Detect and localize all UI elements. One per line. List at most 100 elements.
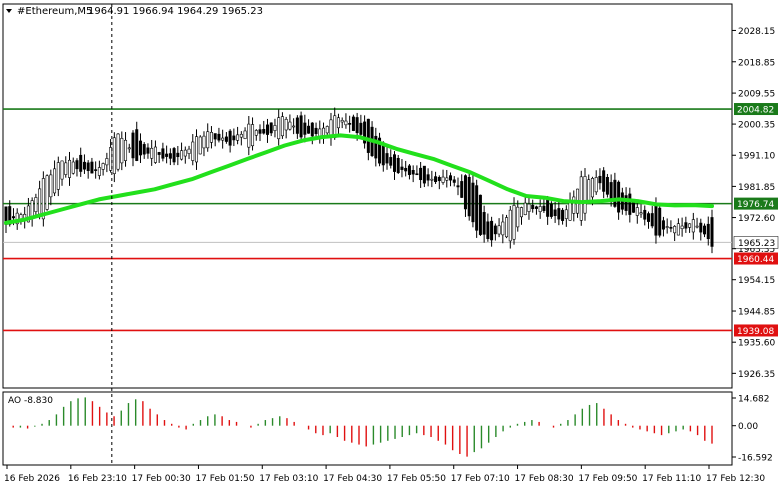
candle-body [310, 122, 314, 137]
candle-body [180, 150, 184, 160]
candle-body [161, 148, 165, 159]
time-tick-label: 17 Feb 01:50 [195, 474, 254, 484]
candle-body [172, 148, 176, 163]
candle-body [542, 205, 546, 211]
candle-body [422, 165, 426, 184]
candle-body [97, 167, 101, 176]
price-tick-label: 1954.15 [738, 276, 775, 286]
candle-body [359, 122, 363, 135]
candle-body [523, 202, 527, 216]
candle-body [538, 206, 542, 212]
candle-body [396, 157, 400, 173]
candle-body [38, 188, 42, 215]
candle-body [561, 209, 565, 221]
price-tick-label: 1926.35 [738, 370, 775, 380]
candle-body [41, 178, 45, 220]
candle-body [243, 130, 247, 139]
candle-body [90, 161, 94, 174]
candle-body [378, 137, 382, 164]
candle-body [482, 212, 486, 235]
candle-body [251, 124, 255, 147]
candle-body [407, 165, 411, 175]
candle-body [94, 169, 98, 171]
candle-body [549, 203, 553, 217]
candle-body [598, 175, 602, 184]
candle-body [127, 147, 131, 150]
candle-body [490, 220, 494, 241]
ao-tick-label: 0.00 [738, 422, 758, 432]
price-level-box [734, 103, 778, 116]
candle-body [617, 181, 621, 213]
candle-body [75, 160, 79, 170]
candle-body [280, 116, 284, 137]
candle-body [131, 132, 135, 159]
price-tick-label: 1991.10 [738, 152, 775, 162]
candle-body [493, 225, 497, 235]
candle-body [15, 212, 19, 225]
candle-body [546, 199, 550, 217]
candle-body [258, 129, 262, 134]
candle-body [691, 219, 695, 233]
candle-body [643, 209, 647, 220]
candle-body [303, 122, 307, 135]
candle-body [628, 193, 632, 215]
price-level-label: 1939.08 [737, 327, 774, 337]
candle-body [374, 135, 378, 159]
candle-body [646, 213, 650, 222]
candle-body [456, 185, 460, 188]
candle-body [572, 196, 576, 214]
candle-body [112, 137, 116, 174]
candle-body [60, 160, 64, 180]
candle-body [153, 146, 157, 163]
candle-body [527, 203, 531, 212]
candle-body [508, 209, 512, 242]
candle-body [213, 133, 217, 140]
candle-body [187, 148, 191, 154]
candle-body [195, 136, 199, 163]
candle-body [209, 132, 213, 143]
candle-body [8, 206, 12, 225]
horizontal-levels [3, 108, 732, 332]
candle-body [706, 223, 710, 240]
candle-body [568, 200, 572, 221]
price-tick-label: 2009.55 [738, 90, 775, 100]
candle-body [198, 136, 202, 155]
main-pane-border [2, 3, 733, 389]
candle-body [684, 222, 688, 229]
candle-body [344, 120, 348, 126]
candle-body [680, 225, 684, 230]
candle-body [452, 179, 456, 183]
candle-body [437, 177, 441, 182]
candle-body [109, 147, 113, 171]
candle-body [583, 176, 587, 214]
candle-body [228, 130, 232, 146]
candle-body [594, 177, 598, 193]
candle-body [501, 221, 505, 236]
candle-body [165, 153, 169, 157]
price-level-label: 1976.74 [737, 200, 774, 210]
candle-body [445, 177, 449, 181]
candle-body [265, 124, 269, 135]
candle-body [389, 157, 393, 166]
candle-body [124, 139, 128, 161]
candle-body [699, 222, 703, 233]
price-level-label: 1960.44 [737, 255, 774, 265]
candle-body [120, 138, 124, 164]
dropdown-arrow-icon[interactable] [6, 9, 12, 13]
candle-body [79, 154, 83, 172]
candle-body [512, 205, 516, 240]
candle-body [11, 216, 15, 219]
ao-tick-label: -16.592 [738, 454, 773, 464]
candle-body [639, 212, 643, 215]
candle-body [135, 129, 139, 161]
time-tick-label: 17 Feb 00:30 [132, 474, 191, 484]
moving-average [4, 133, 714, 225]
chart-header: #Ethereum,M5 1964.91 1966.94 1964.29 196… [6, 6, 263, 17]
candle-body [224, 136, 228, 142]
candle-body [516, 206, 520, 228]
time-tick-label: 17 Feb 12:30 [706, 474, 765, 484]
candle-body [609, 182, 613, 199]
price-tick-label: 1935.60 [738, 339, 775, 349]
ao-tick-label: 14.682 [738, 395, 770, 405]
candle-body [579, 176, 583, 221]
